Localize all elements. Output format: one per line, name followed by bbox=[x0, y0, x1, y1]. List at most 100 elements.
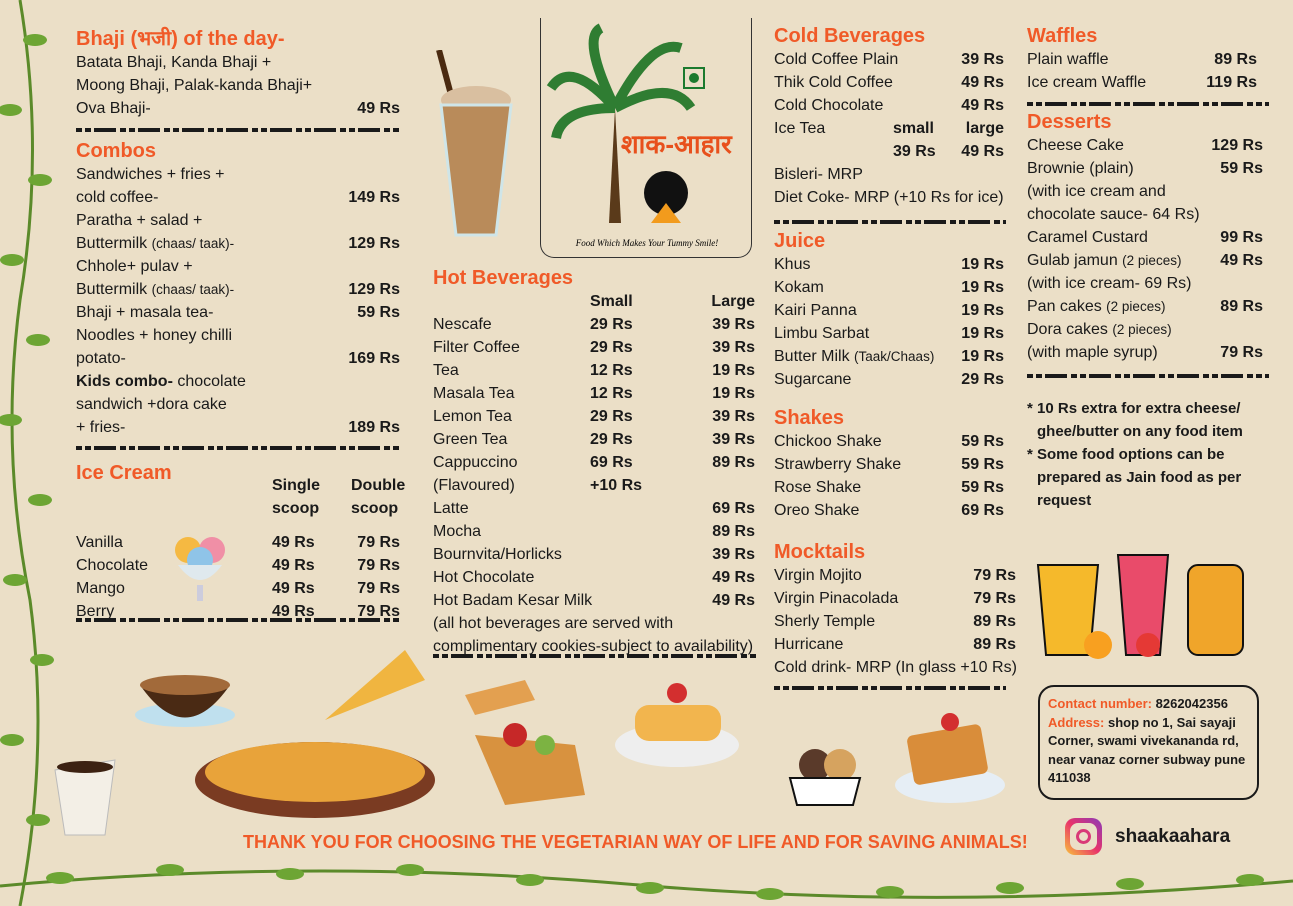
item-price: 89 Rs bbox=[1214, 51, 1257, 68]
menu-item: Caramel Custard 99 Rs bbox=[1027, 226, 1263, 249]
item-name: Tea bbox=[433, 359, 590, 382]
menu-item: Diet Coke- MRP (+10 Rs for ice) bbox=[774, 186, 1004, 209]
item-name: Cheese Cake bbox=[1027, 134, 1211, 157]
menu-item: Sherly Temple 89 Rs bbox=[774, 610, 1016, 633]
menu-item: Green Tea 29 Rs 39 Rs bbox=[433, 428, 755, 451]
section-title: Waffles bbox=[1027, 25, 1098, 47]
item-note: (chaas/ taak)- bbox=[151, 282, 235, 297]
item-price: 189 Rs bbox=[348, 419, 400, 436]
menu-item: Lemon Tea 29 Rs 39 Rs bbox=[433, 405, 755, 428]
item-name-text: Chickoo Shake bbox=[774, 433, 882, 450]
menu-item: (with ice cream- 69 Rs) bbox=[1027, 272, 1263, 295]
menu-item: Virgin Pinacolada 79 Rs bbox=[774, 587, 1016, 610]
item-name: Thik Cold Coffee bbox=[774, 71, 961, 94]
cold-coffee-illustration-icon bbox=[436, 50, 513, 237]
menu-item: Cold drink- MRP (In glass +10 Rs) bbox=[774, 656, 1017, 679]
menu-item: Batata Bhaji, Kanda Bhaji + bbox=[76, 51, 400, 74]
menu-item: potato- 169 Rs bbox=[76, 347, 400, 370]
address-label: Address: bbox=[1048, 714, 1105, 730]
item-name-text: Paratha + salad + bbox=[76, 212, 203, 229]
item-price: Small bbox=[590, 293, 633, 310]
menu-item: Bournvita/Horlicks 39 Rs bbox=[433, 543, 755, 566]
item-name-text: Moong Bhaji, Palak-kanda Bhaji+ bbox=[76, 77, 313, 94]
item-name-text: Mango bbox=[76, 580, 125, 597]
item-name-text: chocolate bbox=[177, 373, 246, 390]
item-price: 29 Rs bbox=[590, 316, 633, 333]
item-name-text: Cold drink- MRP (In glass +10 Rs) bbox=[774, 659, 1017, 676]
item-name-text: chocolate sauce- 64 Rs) bbox=[1027, 206, 1200, 223]
menu-item: Bhaji + masala tea- 59 Rs bbox=[76, 301, 400, 324]
item-name: Paratha + salad + bbox=[76, 209, 400, 232]
item-name: Kids combo- chocolate bbox=[76, 370, 400, 393]
menu-item: + fries- 189 Rs bbox=[76, 416, 400, 439]
menu-item: Buttermilk (chaas/ taak)- 129 Rs bbox=[76, 278, 400, 301]
item-name: sandwich +dora cake bbox=[76, 393, 400, 416]
footer-message: THANK YOU FOR CHOOSING THE VEGETARIAN WA… bbox=[243, 832, 1028, 852]
menu-item: Plain waffle 89 Rs bbox=[1027, 48, 1257, 71]
logo: शाक-आहार Food Which Makes Your Tummy Smi… bbox=[540, 18, 752, 258]
item-price: 119 Rs bbox=[1206, 74, 1257, 91]
section-desserts: Desserts Cheese Cake 129 Rs Brownie (plain)… bbox=[1027, 110, 1263, 364]
item-name-text: Nescafe bbox=[433, 316, 492, 333]
item-price: 39 Rs bbox=[712, 408, 755, 425]
item-name-text: complimentary cookies-subject to availab… bbox=[433, 638, 754, 655]
item-name-text: Brownie (plain) bbox=[1027, 160, 1134, 177]
item-name: Cold drink- MRP (In glass +10 Rs) bbox=[774, 656, 1017, 679]
note: * Some food options can be prepared as J… bbox=[1027, 446, 1242, 509]
address: shop no 1, Sai sayaji Corner, swami vive… bbox=[1048, 714, 1246, 786]
menu-item: Vanilla 49 Rs 79 Rs bbox=[76, 531, 400, 554]
header-cell: scoop bbox=[272, 500, 320, 517]
menu-item: Chocolate 49 Rs 79 Rs bbox=[76, 554, 400, 577]
item-name: Berry bbox=[76, 600, 272, 623]
vine-border-left-icon bbox=[0, 0, 54, 906]
food-illustrations-left-icon bbox=[54, 650, 435, 836]
item-name-text: Gulab jamun bbox=[1027, 252, 1118, 269]
menu-item: Kokam 19 Rs bbox=[774, 276, 1004, 299]
divider bbox=[76, 446, 402, 450]
menu-item: (with ice cream and bbox=[1027, 180, 1263, 203]
item-price: 99 Rs bbox=[1220, 229, 1263, 246]
item-name-text: + fries- bbox=[76, 419, 126, 436]
item-note: (2 pieces) bbox=[1106, 299, 1166, 314]
food-illustrations-middle-icon bbox=[465, 680, 739, 805]
menu-item: Butter Milk (Taak/Chaas) 19 Rs bbox=[774, 345, 1004, 368]
item-name: Bhaji + masala tea- bbox=[76, 301, 357, 324]
item-name: Brownie (plain) bbox=[1027, 157, 1220, 180]
item-name-text: (with ice cream and bbox=[1027, 183, 1166, 200]
item-name: Kairi Panna bbox=[774, 299, 961, 322]
item-name: Virgin Pinacolada bbox=[774, 587, 973, 610]
banana-tree-logo-icon: शाक-आहार Food Which Makes Your Tummy Smi… bbox=[546, 23, 733, 248]
header-cell: Single bbox=[272, 477, 321, 494]
item-price bbox=[590, 520, 712, 543]
item-name-text: (Flavoured) bbox=[433, 477, 515, 494]
item-name: Ova Bhaji- bbox=[76, 97, 357, 120]
dessert-illustrations-icon bbox=[788, 713, 1005, 806]
item-name-text: Virgin Pinacolada bbox=[774, 590, 899, 607]
menu-item: Chickoo Shake 59 Rs bbox=[774, 430, 1004, 453]
item-name: Cold Coffee Plain bbox=[774, 48, 961, 71]
item-price: 49 Rs bbox=[961, 74, 1004, 91]
item-name: Strawberry Shake bbox=[774, 453, 961, 476]
item-name: cold coffee- bbox=[76, 186, 348, 209]
item-price: 129 Rs bbox=[1211, 137, 1263, 154]
menu-item: Sandwiches + fries + bbox=[76, 163, 400, 186]
item-name: (Flavoured) bbox=[433, 474, 590, 497]
menu-item: Small Large bbox=[433, 290, 755, 313]
item-price: 149 Rs bbox=[348, 189, 400, 206]
menu-item: Cappuccino 69 Rs 89 Rs bbox=[433, 451, 755, 474]
item-name: Lemon Tea bbox=[433, 405, 590, 428]
item-price: 49 Rs bbox=[272, 603, 315, 620]
item-price bbox=[590, 497, 712, 520]
item-price: 19 Rs bbox=[712, 385, 755, 402]
menu-item: Brownie (plain) 59 Rs bbox=[1027, 157, 1263, 180]
item-name-text: (with ice cream- 69 Rs) bbox=[1027, 275, 1192, 292]
menu-item: Rose Shake 59 Rs bbox=[774, 476, 1004, 499]
menu-item: (with maple syrup) 79 Rs bbox=[1027, 341, 1263, 364]
menu-item: Bisleri- MRP bbox=[774, 163, 1004, 186]
divider bbox=[774, 686, 1006, 690]
item-name-text: Caramel Custard bbox=[1027, 229, 1148, 246]
item-name: potato- bbox=[76, 347, 348, 370]
header-row: Single Double bbox=[76, 474, 405, 497]
item-name-text: Mocha bbox=[433, 523, 482, 540]
item-name: Buttermilk (chaas/ taak)- bbox=[76, 232, 348, 255]
